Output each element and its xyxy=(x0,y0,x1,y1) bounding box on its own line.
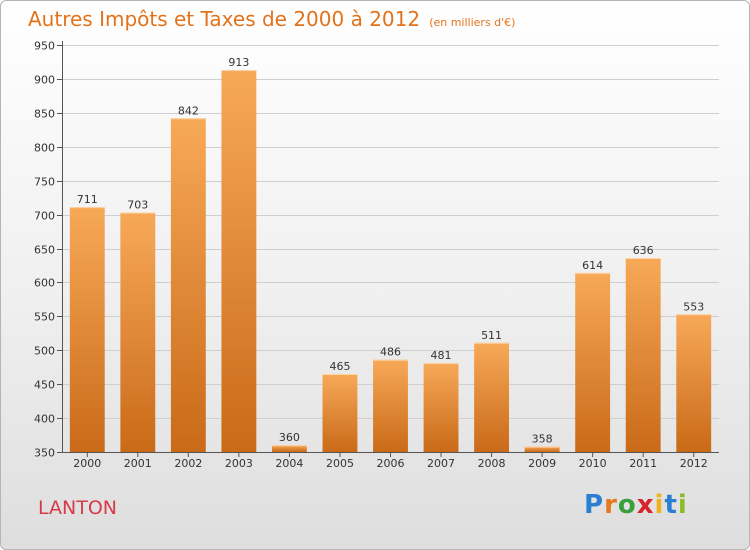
bar xyxy=(575,272,611,452)
bar xyxy=(120,212,156,452)
bar xyxy=(69,207,105,452)
data-label: 842 xyxy=(178,104,199,117)
y-tick-label: 750 xyxy=(34,176,55,189)
x-tick-label: 2010 xyxy=(579,457,607,470)
proxiti-logo[interactable]: Proxiti xyxy=(584,490,688,520)
logo-letter: r xyxy=(604,490,618,520)
data-label: 511 xyxy=(481,329,502,342)
y-tick-label: 900 xyxy=(34,74,55,87)
x-tick-label: 2004 xyxy=(275,457,303,470)
logo-letter: o xyxy=(617,490,637,520)
x-tick-label: 2012 xyxy=(680,457,708,470)
logo-letter: t xyxy=(664,490,678,520)
x-tick-label: 2003 xyxy=(225,457,253,470)
bar xyxy=(676,314,712,452)
bar xyxy=(373,359,408,452)
logo-letter: i xyxy=(677,490,688,520)
y-tick-label: 850 xyxy=(34,108,55,121)
y-tick-label: 550 xyxy=(34,311,55,324)
x-tick-label: 2005 xyxy=(326,457,354,470)
x-tick-label: 2000 xyxy=(73,457,101,470)
y-tick-label: 600 xyxy=(34,277,55,290)
data-label: 711 xyxy=(77,193,98,206)
title-text: Autres Impôts et Taxes de 2000 à 2012 xyxy=(28,7,421,31)
y-tick-label: 950 xyxy=(34,40,55,53)
x-tick-label: 2008 xyxy=(478,457,506,470)
y-tick-label: 350 xyxy=(34,447,55,460)
chart-title: Autres Impôts et Taxes de 2000 à 2012 (e… xyxy=(28,7,515,31)
data-label: 486 xyxy=(380,346,401,359)
bar xyxy=(271,445,307,452)
data-label: 703 xyxy=(127,199,148,212)
bar xyxy=(170,118,206,452)
bars xyxy=(69,70,712,453)
x-tick-label: 2007 xyxy=(427,457,455,470)
y-tick-label: 450 xyxy=(34,379,55,392)
y-tick-label: 650 xyxy=(34,244,55,257)
axes xyxy=(57,41,719,457)
bar xyxy=(474,342,510,452)
x-tick-label: 2011 xyxy=(629,457,657,470)
logo-letter: x xyxy=(636,490,655,520)
data-label: 614 xyxy=(582,259,603,272)
bar xyxy=(322,373,358,452)
data-label: 913 xyxy=(228,56,249,69)
data-label: 360 xyxy=(279,431,300,444)
logo-letter: i xyxy=(654,490,665,520)
data-label: 358 xyxy=(532,433,553,446)
bar xyxy=(423,363,459,452)
unit-text: (en milliers d'€) xyxy=(429,16,516,29)
place-name: LANTON xyxy=(38,497,118,519)
y-tick-label: 500 xyxy=(34,345,55,358)
x-tick-label: 2006 xyxy=(377,457,405,470)
logo-letter: P xyxy=(584,490,605,520)
data-label: 465 xyxy=(329,360,350,373)
y-tick-label: 700 xyxy=(34,210,55,223)
x-tick-label: 2001 xyxy=(124,457,152,470)
labels: 350 400 450 500 550 600 650 700 750 800 850 900 950 7… xyxy=(34,40,708,471)
data-label: 481 xyxy=(431,349,452,362)
x-tick-label: 2002 xyxy=(174,457,202,470)
x-tick-label: 2009 xyxy=(528,457,556,470)
bar xyxy=(221,70,257,453)
y-tick-label: 800 xyxy=(34,142,55,155)
data-label: 553 xyxy=(683,300,704,313)
data-label: 636 xyxy=(633,244,654,257)
bar xyxy=(625,257,661,452)
y-tick-label: 400 xyxy=(34,413,55,426)
bar xyxy=(524,446,560,452)
